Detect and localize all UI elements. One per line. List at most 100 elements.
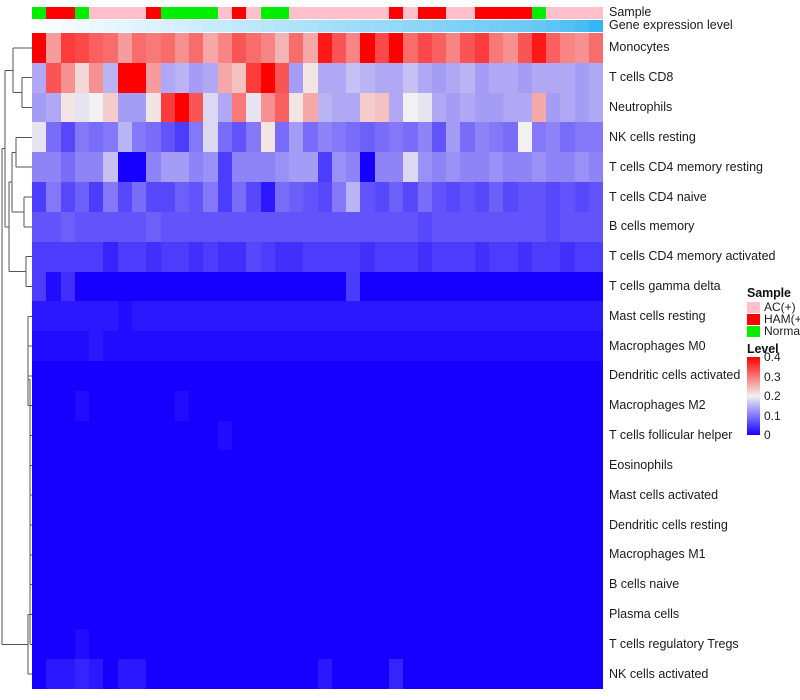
heatmap-cell (60, 360, 75, 391)
heatmap-cell (131, 331, 147, 361)
heatmap-cell (374, 152, 390, 183)
heatmap-cell (546, 271, 561, 302)
heatmap-cell (160, 599, 175, 630)
heatmap-cell (274, 271, 290, 302)
heatmap-cell (417, 182, 432, 212)
heatmap-cell (431, 659, 447, 689)
heatmap-cell (89, 659, 104, 689)
heatmap-cell (346, 659, 361, 689)
heatmap-cell (103, 390, 118, 421)
heatmap-cell (246, 331, 261, 361)
heatmap-cell (460, 480, 475, 510)
heatmap-cell (460, 241, 475, 272)
heatmap-row-label: Dendritic cells activated (609, 368, 741, 383)
level-legend: Level 0.4 0.3 0.2 0.1 0 (747, 342, 800, 441)
heatmap-cell (460, 569, 475, 600)
heatmap-cell (389, 122, 404, 153)
heatmap-cell (203, 271, 218, 302)
heatmap-row-label: T cells regulatory Tregs (609, 636, 739, 651)
heatmap-cell (260, 122, 275, 153)
gene-expression-annotation-cell (131, 20, 147, 32)
heatmap-cell (374, 271, 390, 302)
heatmap-cell (431, 33, 447, 63)
heatmap-cell (389, 390, 404, 421)
gene-expression-annotation-cell (331, 20, 347, 32)
heatmap-cell (217, 152, 232, 183)
heatmap-cell (274, 510, 290, 540)
heatmap-cell (231, 659, 247, 689)
heatmap-cell (303, 569, 318, 600)
heatmap-cell (131, 599, 147, 630)
heatmap-cell (203, 331, 218, 361)
heatmap-cell (574, 659, 589, 689)
heatmap-cell (117, 539, 132, 570)
heatmap-cell (417, 390, 432, 421)
heatmap-cell (517, 569, 532, 600)
heatmap-cell (474, 62, 489, 93)
heatmap-cell (503, 122, 518, 153)
heatmap-cell (417, 331, 432, 361)
heatmap-cell (588, 659, 604, 689)
level-tick-mark (760, 396, 764, 397)
heatmap-cell (317, 420, 332, 451)
heatmap-cell (274, 659, 290, 689)
heatmap-cell (574, 182, 589, 212)
heatmap-cell (446, 122, 461, 153)
heatmap-cell (588, 182, 604, 212)
heatmap-cell (574, 331, 589, 361)
heatmap-cell (60, 510, 75, 540)
heatmap-cell (403, 659, 418, 689)
heatmap-cell (360, 33, 375, 63)
sample-annotation-cell (74, 7, 90, 19)
heatmap-cell (446, 629, 461, 660)
heatmap-cell (289, 569, 304, 600)
heatmap-cell (431, 450, 447, 481)
heatmap-cell (303, 301, 318, 332)
heatmap-cell (574, 390, 589, 421)
heatmap-cell (417, 629, 432, 660)
heatmap-cell (146, 182, 161, 212)
heatmap-cell (588, 629, 604, 660)
heatmap-cell (231, 182, 247, 212)
heatmap-cell (203, 152, 218, 183)
heatmap-cell (103, 360, 118, 391)
heatmap-cell (374, 92, 390, 123)
heatmap-cell (389, 62, 404, 93)
heatmap-cell (89, 510, 104, 540)
heatmap-cell (60, 390, 75, 421)
heatmap-cell (103, 480, 118, 510)
heatmap-cell (203, 360, 218, 391)
heatmap-cell (517, 62, 532, 93)
heatmap-cell (403, 629, 418, 660)
heatmap-cell (146, 122, 161, 153)
heatmap-cell (460, 659, 475, 689)
heatmap-cell (346, 122, 361, 153)
heatmap-cell (303, 211, 318, 242)
gene-expression-annotation-cell (489, 20, 504, 32)
heatmap-cell (331, 271, 347, 302)
heatmap-cell (460, 182, 475, 212)
heatmap-cell (546, 182, 561, 212)
heatmap-cell (146, 569, 161, 600)
gene-expression-annotation-cell (146, 20, 161, 32)
level-tick-mark (760, 357, 764, 358)
heatmap-cell (146, 659, 161, 689)
heatmap-cell (546, 480, 561, 510)
heatmap-cell (74, 659, 90, 689)
heatmap-cell (217, 510, 232, 540)
heatmap-cell (146, 301, 161, 332)
heatmap-cell (503, 92, 518, 123)
heatmap-cell (231, 510, 247, 540)
heatmap-cell (531, 450, 547, 481)
heatmap-cell (360, 629, 375, 660)
heatmap-cell (260, 62, 275, 93)
heatmap-cell (317, 629, 332, 660)
heatmap-cell (60, 182, 75, 212)
sample-annotation-cell (489, 7, 504, 19)
heatmap-cell (403, 390, 418, 421)
heatmap-cell (331, 390, 347, 421)
heatmap-cell (389, 420, 404, 451)
heatmap-cell (517, 211, 532, 242)
gene-expression-annotation-cell (231, 20, 247, 32)
heatmap-cell (146, 152, 161, 183)
